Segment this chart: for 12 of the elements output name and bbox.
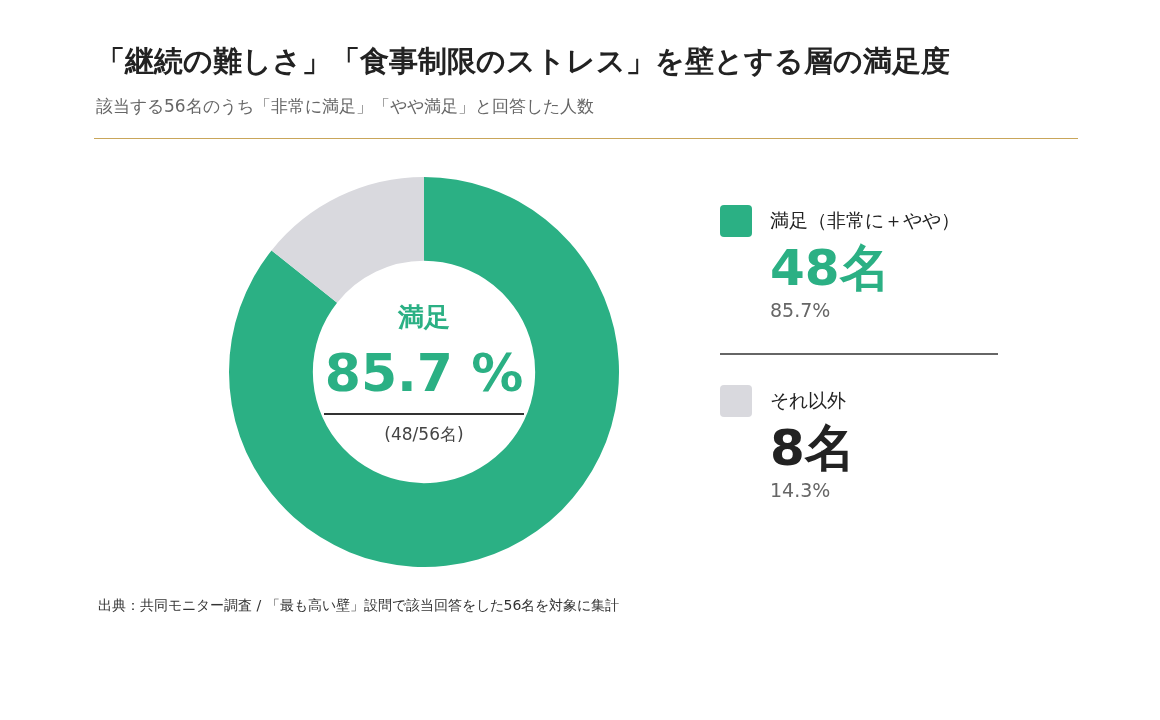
- data-label: 48名: [770, 238, 891, 299]
- chart-subtitle: 該当する56名のうち「非常に満足」「やや満足」と回答した人数: [96, 95, 594, 118]
- source-note: 出典：共同モニター調査 / 「最も高い壁」設問で該当回答をした56名を対象に集計: [98, 597, 620, 615]
- text: (48/56名): [383, 423, 465, 446]
- text: 14.3%: [770, 479, 832, 501]
- text: 満足: [397, 301, 451, 334]
- legend-label: それ以外: [770, 388, 846, 413]
- text: 85.7%: [770, 299, 832, 321]
- legend-label: 満足（非常に＋やや）: [770, 208, 960, 233]
- text: 85.7 %: [324, 335, 524, 415]
- chart-title: 「継続の難しさ」「食事制限のストレス」を壁とする層の満足度: [96, 43, 950, 80]
- data-label: 8名: [770, 418, 856, 479]
